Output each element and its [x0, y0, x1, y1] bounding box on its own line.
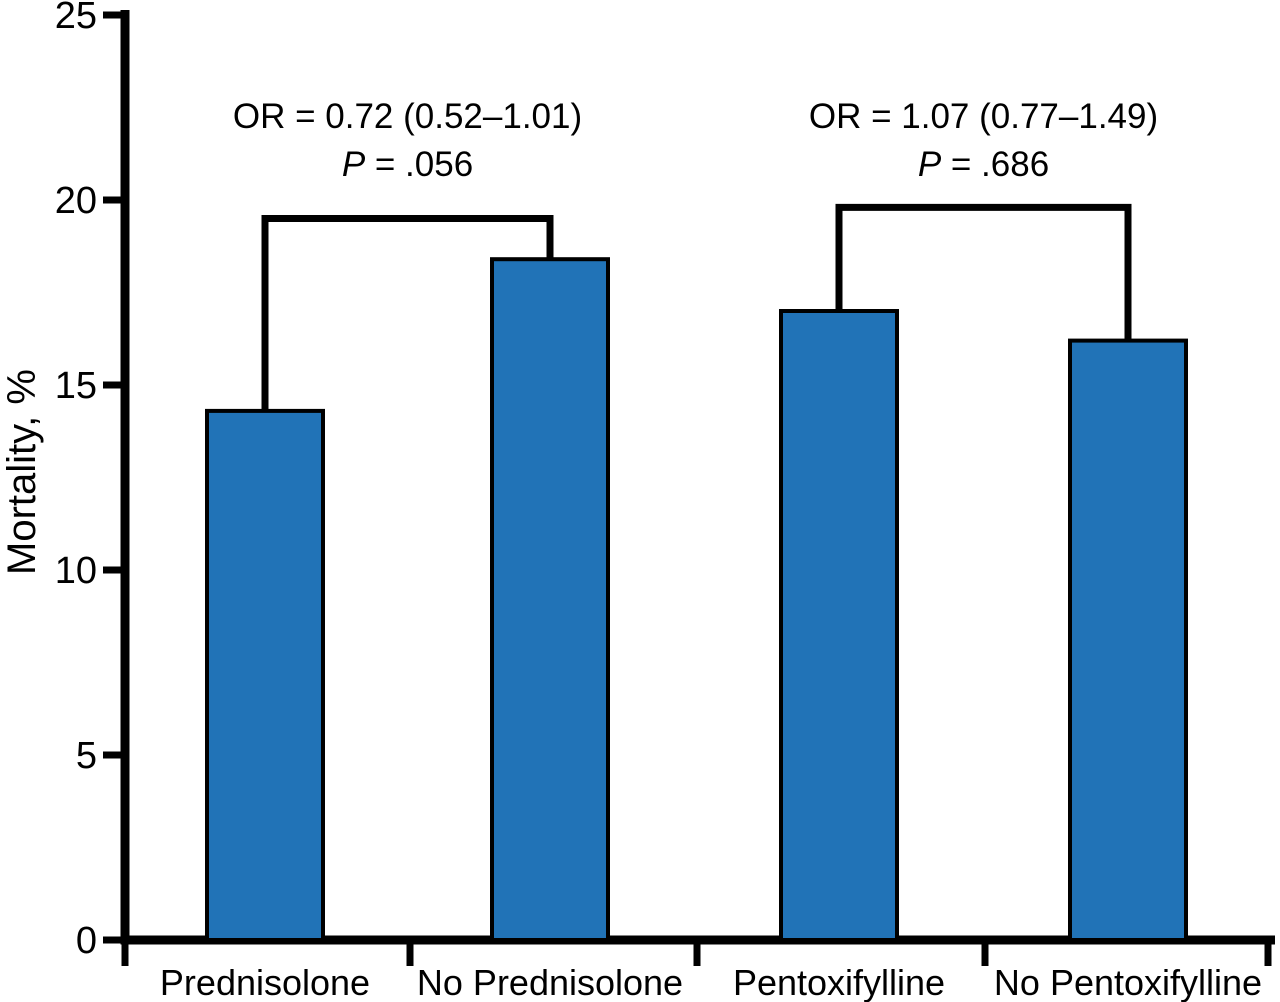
annotation-p-text: P = .056	[342, 145, 473, 184]
y-tick-label: 5	[76, 735, 97, 777]
category-label: Prednisolone	[160, 962, 370, 1002]
annotation-p-text: P = .686	[918, 145, 1049, 184]
y-tick-label: 25	[55, 0, 97, 37]
y-tick-label: 20	[55, 180, 97, 222]
category-label: No Prednisolone	[417, 962, 683, 1002]
bar	[490, 257, 610, 942]
bar	[1068, 338, 1188, 943]
bar	[205, 408, 325, 942]
y-tick-label: 15	[55, 365, 97, 407]
category-label: Pentoxifylline	[733, 962, 945, 1002]
y-axis-title: Mortality, %	[0, 369, 44, 575]
annotation-or-text: OR = 1.07 (0.77–1.49)	[809, 97, 1158, 136]
bar	[779, 309, 899, 942]
comparison-bracket	[261, 215, 554, 411]
category-label: No Pentoxifylline	[994, 962, 1262, 1002]
annotation-or-text: OR = 0.72 (0.52–1.01)	[233, 97, 582, 136]
y-tick-label: 10	[55, 550, 97, 592]
comparison-bracket	[835, 203, 1132, 341]
y-tick-label: 0	[76, 920, 97, 962]
